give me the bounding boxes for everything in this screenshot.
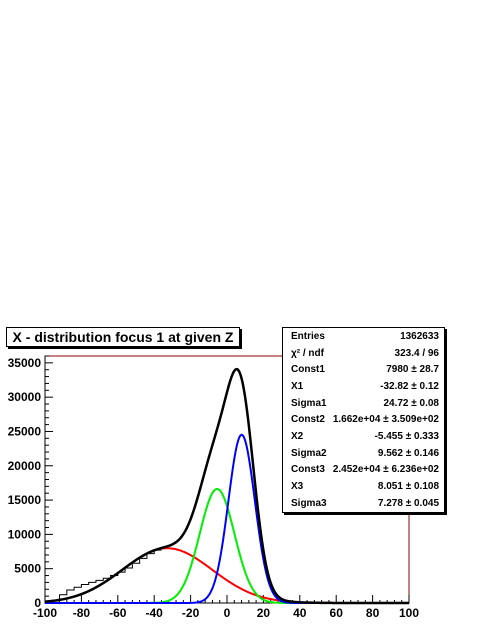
stats-label: Sigma3 <box>291 497 327 509</box>
y-tick-label: 20000 <box>8 459 42 473</box>
stats-row-chi2: χ² / ndf 323.4 / 96 <box>283 345 444 362</box>
stats-row-x3: X3 8.051 ± 0.108 <box>283 478 444 495</box>
y-tick-label: 30000 <box>8 390 42 404</box>
stats-value: 1.662e+04 ± 3.509e+02 <box>332 414 439 426</box>
x-tick-label: 80 <box>366 606 380 620</box>
chart-title: X - distribution focus 1 at given Z <box>12 329 234 345</box>
stats-row-const1: Const1 7980 ± 28.7 <box>283 361 444 378</box>
y-tick-label: 15000 <box>8 493 42 507</box>
stats-row-x1: X1 -32.82 ± 0.12 <box>283 378 444 395</box>
y-tick-label: 5000 <box>14 562 41 576</box>
stats-label: X2 <box>291 430 304 442</box>
x-tick-label: -80 <box>73 606 91 620</box>
stats-label: X1 <box>291 380 304 392</box>
stats-value: 9.562 ± 0.146 <box>377 447 439 459</box>
stats-value: 2.452e+04 ± 6.236e+02 <box>332 464 439 476</box>
x-tick-label: 40 <box>293 606 307 620</box>
stats-value: -32.82 ± 0.12 <box>380 380 439 392</box>
stats-row-sigma2: Sigma2 9.562 ± 0.146 <box>283 445 444 462</box>
stats-row-entries: Entries 1362633 <box>283 328 444 345</box>
stats-label: Entries <box>291 330 325 342</box>
x-tick-label: -20 <box>182 606 200 620</box>
x-tick-label: 20 <box>257 606 271 620</box>
x-tick-label: -60 <box>109 606 127 620</box>
x-tick-label: -40 <box>146 606 164 620</box>
stats-row-sigma1: Sigma1 24.72 ± 0.08 <box>283 395 444 412</box>
stats-label: Const1 <box>291 364 325 376</box>
x-tick-label: -100 <box>33 606 57 620</box>
stats-value: 24.72 ± 0.08 <box>383 397 439 409</box>
stats-row-const2: Const2 1.662e+04 ± 3.509e+02 <box>283 411 444 428</box>
stats-label: X3 <box>291 481 304 493</box>
stats-value: 1362633 <box>400 330 439 342</box>
stats-label: χ² / ndf <box>291 347 324 359</box>
stats-row-const3: Const3 2.452e+04 ± 6.236e+02 <box>283 462 444 479</box>
total-fit-curve <box>44 367 409 605</box>
y-tick-label: 10000 <box>8 527 42 541</box>
y-tick-label: 0 <box>34 596 41 610</box>
stats-label: Const3 <box>291 464 325 476</box>
chart-title-box: X - distribution focus 1 at given Z <box>6 327 240 347</box>
stats-value: 7.278 ± 0.045 <box>377 497 439 509</box>
histogram-steps <box>52 549 162 602</box>
stats-box: Entries 1362633 χ² / ndf 323.4 / 96 Cons… <box>282 327 445 513</box>
y-tick-label: 25000 <box>8 424 42 438</box>
x-tick-label: 100 <box>399 606 419 620</box>
y-tick-label: 35000 <box>8 356 42 370</box>
stats-value: -5.455 ± 0.333 <box>374 430 439 442</box>
stats-label: Const2 <box>291 414 325 426</box>
stats-row-sigma3: Sigma3 7.278 ± 0.045 <box>283 495 444 512</box>
stats-value: 8.051 ± 0.108 <box>377 481 439 493</box>
gauss1-curve <box>44 547 409 604</box>
x-tick-label: 0 <box>224 606 231 620</box>
stats-value: 7980 ± 28.7 <box>386 364 439 376</box>
stats-value: 323.4 / 96 <box>394 347 439 359</box>
x-tick-label: 60 <box>330 606 344 620</box>
stats-label: Sigma1 <box>291 397 327 409</box>
stats-label: Sigma2 <box>291 447 327 459</box>
stats-row-x2: X2 -5.455 ± 0.333 <box>283 428 444 445</box>
